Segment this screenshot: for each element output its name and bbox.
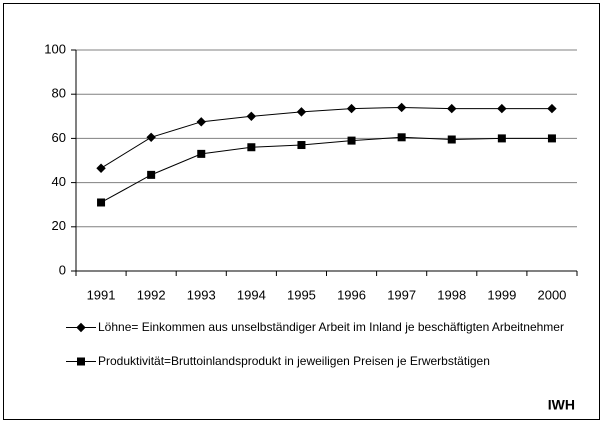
point (247, 143, 256, 152)
x-tick-label: 1992 (137, 287, 166, 302)
point (77, 357, 85, 366)
point (497, 103, 507, 114)
legend-item: Produktivität=Bruttoinlandsprodukt in je… (64, 354, 573, 369)
legend-label: Produktivität=Bruttoinlandsprodukt in je… (98, 354, 490, 368)
point (196, 117, 206, 127)
point (346, 103, 357, 114)
point (447, 135, 456, 144)
source: IWH (548, 397, 575, 413)
point (297, 141, 306, 150)
x-tick-label: 2000 (537, 287, 566, 302)
x-tick-label: 1993 (187, 287, 216, 302)
x-tick-label: 1998 (437, 287, 466, 302)
y-tick-label: 0 (59, 262, 66, 277)
y-tick-label: 60 (52, 130, 66, 145)
point (547, 134, 556, 143)
legend-label: Löhne= Einkommen aus unselbständiger Arb… (98, 320, 564, 334)
point (97, 198, 106, 207)
legend-item: Löhne= Einkommen aus unselbständiger Arb… (64, 320, 573, 335)
point (246, 111, 257, 122)
point (497, 134, 506, 143)
point (146, 132, 156, 143)
y-tick-label: 100 (44, 41, 66, 56)
point (397, 133, 406, 142)
legend-symbol (66, 322, 96, 333)
y-tick-label: 20 (52, 218, 66, 233)
point (347, 136, 356, 145)
x-tick-label: 1999 (487, 287, 516, 302)
point (96, 163, 106, 173)
x-tick-label: 1994 (237, 287, 266, 302)
x-tick-label: 1995 (287, 287, 316, 302)
point (76, 322, 86, 333)
frame (3, 3, 600, 420)
x-tick-label: 1991 (87, 287, 116, 302)
point (447, 103, 457, 114)
point (396, 102, 407, 113)
point (147, 170, 156, 179)
series-line (100, 106, 552, 169)
x-tick-label: 1996 (337, 287, 366, 302)
legend-symbol (66, 357, 96, 366)
point (197, 149, 206, 158)
point (296, 107, 307, 117)
y-tick-label: 80 (52, 86, 66, 101)
y-tick-label: 40 (52, 174, 66, 189)
point (547, 103, 557, 114)
series-line (100, 136, 552, 203)
x-tick-label: 1997 (387, 287, 416, 302)
